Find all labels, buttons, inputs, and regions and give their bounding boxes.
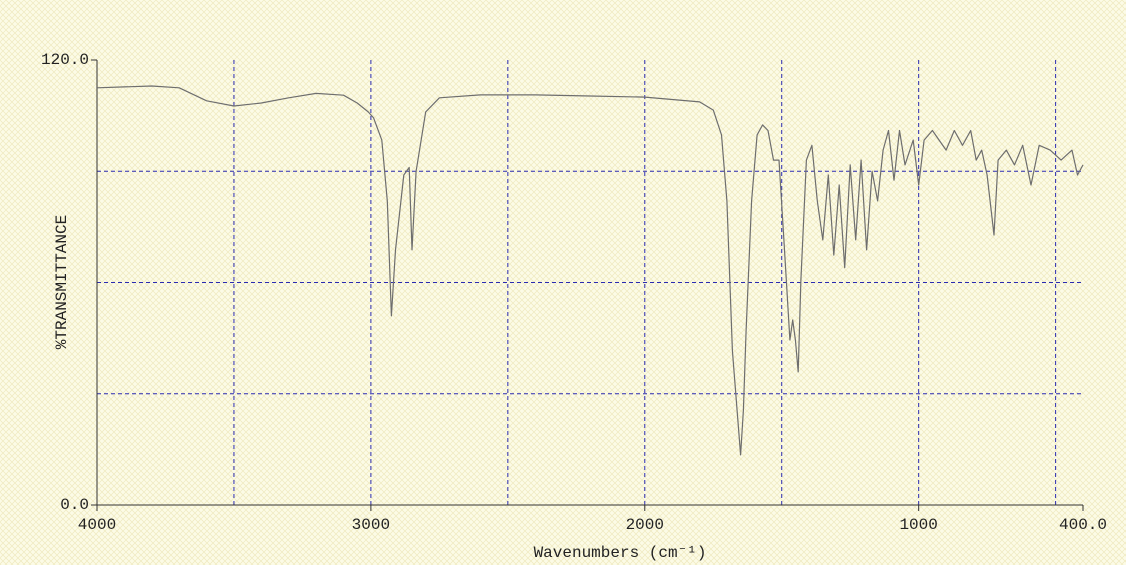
y-axis-label: %TRANSMITTANCE	[53, 215, 71, 349]
x-tick-label: 3000	[352, 516, 390, 534]
x-tick-label: 2000	[626, 516, 664, 534]
x-tick-label: 400.0	[1059, 516, 1107, 534]
x-tick-label: 4000	[78, 516, 116, 534]
x-axis-label: Wavenumbers (cm⁻¹)	[534, 544, 707, 562]
y-tick-label: 0.0	[60, 496, 89, 514]
y-tick-label: 120.0	[41, 51, 89, 69]
x-tick-label: 1000	[899, 516, 937, 534]
spectrum-line	[96, 85, 1084, 456]
